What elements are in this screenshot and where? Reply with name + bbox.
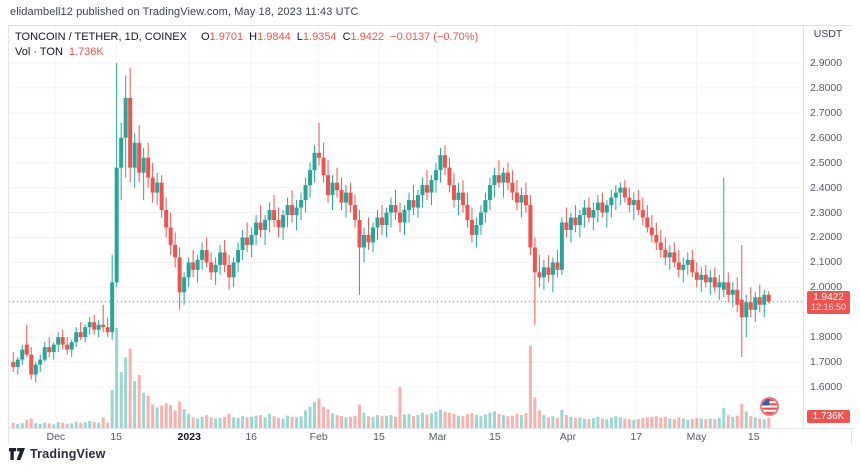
grid-layer [9,26,803,428]
close-label: C [342,31,351,43]
last-price-badge: 1.9422 12:16:50 [807,290,850,314]
candles-layer [11,63,771,383]
candlestick-chart[interactable] [9,26,803,428]
tradingview-footer[interactable]: TradingView [9,447,106,461]
volume-layer [11,328,771,428]
axis-currency-label: USDT [813,28,843,40]
price-tick-label: 1.7000 [810,356,843,369]
high-label: H [249,31,258,43]
time-tick-label: Mar [428,431,447,443]
open-label: O [200,31,210,43]
price-axis[interactable]: USDT 1.9422 12:16:50 1.736K 2.9000 2.8000… [803,26,852,428]
price-tick-label: 2.0000 [810,281,843,294]
tradingview-brand: TradingView [30,447,106,461]
price-tick-label: 2.2000 [810,231,843,244]
time-tick-label: Dec [46,431,66,443]
time-tick-label: 15 [489,431,501,443]
time-tick-label: 16 [245,431,257,443]
time-tick-label: Feb [309,431,328,443]
open-value: 1.9701 [209,31,244,43]
price-tick-label: 2.8000 [810,81,843,94]
price-tick-label: 2.3000 [810,206,843,219]
high-value: 1.9844 [257,31,291,43]
tradingview-logo-icon [9,447,25,461]
price-tick-label: 1.8000 [810,331,843,344]
publish-byline: elidambell12 published on TradingView.co… [10,6,359,18]
time-tick-label: May [686,431,707,443]
volume-badge: 1.736K [807,410,850,423]
chart-pane: TONCOIN / TETHER, 1D, COINEX O1.9701 H1.98… [8,25,852,445]
volume-value: 1.736K [68,46,104,58]
price-tick-label: 2.7000 [810,106,843,119]
time-tick-label: Apr [559,431,577,443]
change-value: −0.0137 (−0.70%) [390,31,479,43]
low-label: L [296,31,303,43]
close-value: 1.9422 [350,31,385,43]
time-tick-label: 17 [630,431,643,443]
volume-label: Vol · TON [15,46,63,58]
chart-legend: TONCOIN / TETHER, 1D, COINEX O1.9701 H1.98… [15,30,478,60]
time-tick-label: 15 [110,431,123,443]
time-tick-label: 15 [373,431,385,443]
bar-countdown: 12:16:50 [810,301,847,312]
price-tick-label: 2.9000 [810,57,843,69]
price-tick-label: 2.4000 [810,181,843,194]
price-tick-label: 2.1000 [810,256,843,269]
low-value: 1.9354 [302,31,337,43]
publisher-avatar-icon[interactable] [760,397,779,416]
price-tick-label: 2.6000 [810,131,843,144]
time-tick-label: 15 [747,431,760,443]
time-tick-label: 2023 [177,431,201,443]
price-tick-label: 2.5000 [810,156,843,169]
symbol-title[interactable]: TONCOIN / TETHER, 1D, COINEX [15,31,187,43]
time-axis[interactable]: Dec 15 2023 16 Feb 15 Mar 15 Apr 17 May 15 [9,428,851,445]
price-tick-label: 1.6000 [810,380,843,393]
last-price-value: 1.9422 [813,291,844,303]
